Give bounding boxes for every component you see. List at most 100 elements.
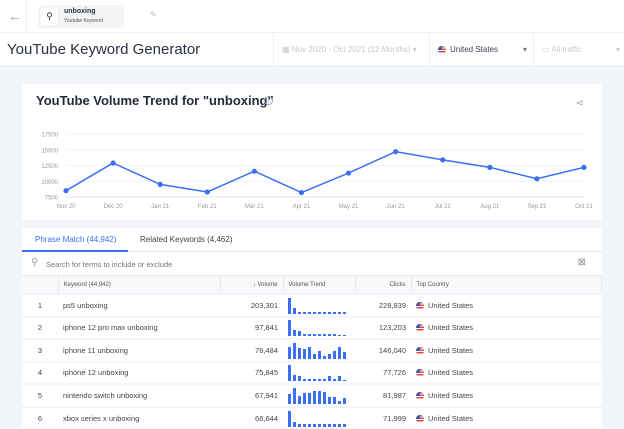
col-volume[interactable]: ↓ Volume (220, 276, 283, 294)
back-arrow-icon[interactable]: ← (8, 8, 22, 24)
x-tick-label: Jun 21 (387, 204, 406, 210)
data-point (534, 176, 539, 181)
table-row[interactable]: 2 iphone 12 pro max unboxing 97,841 123,… (22, 317, 602, 340)
col-index (22, 276, 58, 294)
sparkline-bar (343, 352, 346, 358)
tab-related-keywords[interactable]: Related Keywords (4,462) (140, 235, 233, 244)
country-label: United States (450, 45, 498, 54)
keyword-type: Youtube Keyword (64, 18, 103, 24)
trend-cell (283, 407, 355, 429)
col-volume-trend: Volume Trend (283, 276, 355, 294)
filter-search-input[interactable] (46, 256, 546, 272)
x-tick-label: Oct 21 (575, 204, 593, 210)
table-row[interactable]: 3 iphone 11 unboxing 76,484 146,040 Unit… (22, 339, 602, 362)
edit-pencil-icon[interactable]: ✎ (150, 10, 157, 19)
traffic-dropdown[interactable]: ▭ All traffic▾ (533, 33, 624, 66)
us-flag-icon (416, 302, 424, 310)
keyword-chip[interactable]: ⚲ unboxing Youtube Keyword ✎ (38, 5, 124, 28)
country-cell: United States (411, 317, 602, 340)
row-index: 4 (22, 362, 58, 385)
keyword-cell[interactable]: iphone 12 pro max unboxing (58, 317, 220, 340)
country-label: United States (428, 323, 473, 332)
keyword-cell[interactable]: nintendo switch unboxing (58, 384, 220, 407)
keyword-text: unboxing (64, 8, 96, 15)
table-row[interactable]: 1 ps5 unboxing 203,301 228,839 United St… (22, 294, 602, 317)
sparkline-bar (318, 379, 321, 381)
sparkline-bar (343, 335, 346, 337)
table-row[interactable]: 6 xbox series x unboxing 66,644 71,999 U… (22, 407, 602, 429)
keyword-cell[interactable]: xbox series x unboxing (58, 407, 220, 429)
sparkline-bar (288, 347, 291, 359)
sparkline-bar (313, 391, 316, 404)
search-icon: ⚲ (41, 8, 58, 25)
keyword-cell[interactable]: iphone 12 unboxing (58, 362, 220, 385)
country-cell: United States (411, 339, 602, 362)
table-row[interactable]: 5 nintendo switch unboxing 67,941 81,987… (22, 384, 602, 407)
country-cell: United States (411, 407, 602, 429)
country-dropdown[interactable]: United States▾ (429, 33, 533, 66)
x-tick-label: Jul 21 (435, 204, 452, 210)
volume-sparkline (288, 342, 350, 359)
y-tick-label: 15000 (41, 148, 58, 154)
clicks-cell: 71,999 (355, 407, 411, 429)
keyword-cell[interactable]: ps5 unboxing (58, 294, 220, 317)
col-clicks[interactable]: Clicks (355, 276, 411, 294)
country-label: United States (428, 414, 473, 423)
sparkline-bar (288, 365, 291, 381)
country-label: United States (428, 346, 473, 355)
device-icon: ▭ (542, 45, 551, 54)
sparkline-bar (333, 379, 336, 381)
sparkline-bar (298, 424, 301, 427)
x-tick-label: Apr 21 (293, 204, 311, 210)
sparkline-bar (298, 348, 301, 359)
clicks-cell: 123,203 (355, 317, 411, 340)
clicks-cell: 228,839 (355, 294, 411, 317)
country-cell: United States (411, 294, 602, 317)
volume-cell: 97,841 (220, 317, 283, 340)
sparkline-bar (288, 394, 291, 404)
x-tick-label: Feb 21 (198, 204, 217, 210)
keyword-cell[interactable]: iphone 11 unboxing (58, 339, 220, 362)
top-bar: ← ⚲ unboxing Youtube Keyword ✎ (0, 0, 624, 33)
volume-sparkline (288, 387, 350, 404)
sparkline-bar (303, 349, 306, 359)
series-line (66, 152, 584, 193)
date-range-dropdown[interactable]: ▦ Nov 2020 - Oct 2021 (12 Months) ▾ (273, 33, 429, 66)
filter-search: ⚲ ⊠ (22, 252, 602, 276)
table-row[interactable]: 4 iphone 12 unboxing 75,845 77,726 Unite… (22, 362, 602, 385)
sparkline-bar (293, 422, 296, 427)
volume-sparkline (288, 319, 350, 336)
sparkline-bar (338, 401, 341, 404)
sparkline-bar (323, 424, 326, 427)
sparkline-bar (323, 379, 326, 381)
volume-sparkline (288, 364, 350, 381)
us-flag-icon (416, 369, 424, 377)
col-keyword[interactable]: Keyword (44,942) (58, 276, 220, 294)
sparkline-bar (328, 397, 331, 403)
sparkline-bar (318, 424, 321, 427)
row-index: 5 (22, 384, 58, 407)
sparkline-bar (303, 393, 306, 403)
chevron-down-icon: ▾ (616, 33, 620, 66)
sparkline-bar (288, 320, 291, 336)
col-top-country[interactable]: Top Country (411, 276, 602, 294)
trend-cell (283, 362, 355, 385)
excel-export-icon[interactable]: ⊠ (578, 257, 586, 268)
search-icon: ⚲ (31, 257, 38, 268)
sparkline-bar (313, 379, 316, 381)
calendar-icon: ▦ (282, 45, 292, 54)
tab-phrase-match[interactable]: Phrase Match (44,942) (35, 235, 116, 244)
sparkline-bar (333, 334, 336, 336)
volume-cell: 67,941 (220, 384, 283, 407)
volume-cell: 66,644 (220, 407, 283, 429)
sparkline-bar (313, 424, 316, 427)
sparkline-bar (298, 396, 301, 404)
sparkline-bar (318, 391, 321, 404)
divider (26, 0, 27, 33)
data-point (393, 149, 398, 154)
sparkline-bar (313, 334, 316, 336)
volume-cell: 76,484 (220, 339, 283, 362)
sparkline-bar (318, 312, 321, 314)
sparkline-bar (338, 424, 341, 427)
